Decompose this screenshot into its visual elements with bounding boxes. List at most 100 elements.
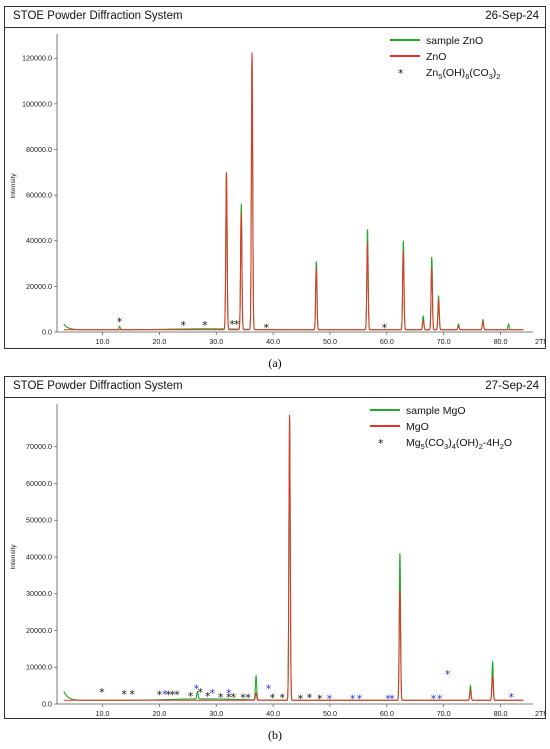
- phase-marker: *: [174, 689, 180, 702]
- x-tick-label: 80.0: [494, 337, 508, 346]
- y-tick-label: 60000.0: [26, 191, 52, 200]
- phase-marker: *: [198, 686, 204, 699]
- panel-title: STOE Powder Diffraction System: [13, 380, 183, 392]
- y-axis-label: Intensity: [10, 544, 17, 570]
- y-tick-label: 60000.0: [26, 479, 52, 488]
- phase-marker: *: [279, 692, 285, 705]
- x-tick-label: 60.0: [380, 709, 394, 718]
- phase-marker: *: [218, 691, 224, 704]
- y-tick-label: 40000.0: [26, 552, 52, 561]
- legend-marker-icon: *: [398, 67, 404, 80]
- legend-label: sample MgO: [406, 405, 466, 417]
- x-tick-label: 70.0: [437, 337, 451, 346]
- xrd-panel-zno: STOE Powder Diffraction System 26-Sep-24…: [4, 6, 546, 349]
- phase-marker: *: [99, 686, 105, 699]
- y-tick-label: 0.0: [42, 327, 52, 336]
- figure-caption-a: (a): [268, 356, 282, 370]
- phase-marker: *: [229, 318, 235, 331]
- series-line-0: [63, 58, 524, 331]
- y-tick-label: 70000.0: [26, 442, 52, 451]
- x-tick-label: 50.0: [323, 709, 337, 718]
- phase-marker: *: [431, 692, 437, 705]
- y-axis-label: Intensity: [10, 173, 17, 199]
- phase-marker: *: [264, 321, 270, 334]
- figure-caption-b: (b): [268, 728, 282, 742]
- phase-marker: *: [194, 682, 200, 695]
- x-axis-label: 2Theta: [535, 709, 545, 718]
- x-tick-label: 20.0: [152, 337, 166, 346]
- y-tick-label: 20000.0: [26, 626, 52, 635]
- phase-marker: *: [234, 318, 240, 331]
- y-tick-label: 10000.0: [26, 663, 52, 672]
- phase-marker: *: [226, 691, 232, 704]
- y-tick-label: 50000.0: [26, 516, 52, 525]
- legend-marker-icon: *: [378, 437, 384, 450]
- y-tick-label: 120000.0: [22, 54, 52, 63]
- phase-marker: *: [327, 692, 333, 705]
- y-tick-label: 100000.0: [22, 99, 52, 108]
- phase-marker: *: [121, 688, 127, 701]
- phase-marker: *: [385, 692, 391, 705]
- phase-marker: *: [240, 692, 246, 705]
- panel-header: STOE Powder Diffraction System 26-Sep-24: [5, 7, 545, 28]
- panel-title: STOE Powder Diffraction System: [13, 10, 183, 22]
- phase-marker: *: [129, 688, 135, 701]
- legend-label: Mg5(CO3)4(OH)2-4H2O: [406, 437, 512, 451]
- panel-date: 27-Sep-24: [485, 380, 539, 392]
- phase-marker: *: [188, 690, 194, 703]
- phase-marker: *: [157, 689, 163, 702]
- legend-label: Zn5(OH)6(CO3)2: [426, 67, 500, 81]
- legend-label: MgO: [406, 421, 429, 433]
- xrd-chart-mgo: 0.0 10000.0 20000.0 30000.0 40000.0 50000.0 60…: [10, 404, 545, 718]
- y-tick-label: 40000.0: [26, 236, 52, 245]
- phase-marker: *: [205, 690, 211, 703]
- legend-label: sample ZnO: [426, 35, 483, 47]
- phase-marker: *: [270, 692, 276, 705]
- phase-marker: *: [117, 316, 123, 329]
- xrd-chart-zno: 0.0 20000.0 40000.0 60000.0 80000.0 100000.0 1…: [10, 34, 545, 346]
- phase-marker: *: [231, 691, 237, 704]
- x-tick-label: 20.0: [152, 709, 166, 718]
- x-tick-label: 80.0: [494, 709, 508, 718]
- x-tick-label: 70.0: [437, 709, 451, 718]
- phase-marker: *: [389, 692, 395, 705]
- phase-marker: *: [209, 687, 215, 700]
- phase-marker: *: [357, 692, 363, 705]
- phase-marker: *: [170, 689, 176, 702]
- x-tick-label: 40.0: [266, 337, 280, 346]
- x-tick-label: 40.0: [266, 709, 280, 718]
- x-tick-label: 10.0: [95, 337, 109, 346]
- phase-marker: *: [382, 321, 388, 334]
- phase-marker: *: [317, 692, 323, 705]
- y-tick-label: 80000.0: [26, 145, 52, 154]
- phase-marker: *: [162, 688, 168, 701]
- panel-date: 26-Sep-24: [485, 10, 539, 22]
- x-tick-label: 50.0: [323, 337, 337, 346]
- phase-marker: *: [437, 692, 443, 705]
- phase-marker: *: [202, 319, 208, 332]
- x-tick-label: 60.0: [380, 337, 394, 346]
- y-tick-label: 0.0: [42, 699, 52, 708]
- phase-marker: *: [445, 668, 451, 681]
- legend-label: ZnO: [426, 51, 446, 63]
- xrd-panel-mgo: STOE Powder Diffraction System 27-Sep-24…: [4, 376, 546, 719]
- phase-marker: *: [509, 691, 515, 704]
- y-tick-label: 20000.0: [26, 282, 52, 291]
- phase-marker: *: [245, 692, 251, 705]
- x-tick-label: 10.0: [95, 709, 109, 718]
- x-tick-label: 30.0: [209, 337, 223, 346]
- y-tick-label: 30000.0: [26, 589, 52, 598]
- phase-marker: *: [266, 682, 272, 695]
- phase-marker: *: [180, 319, 186, 332]
- series-line-1: [63, 414, 524, 701]
- phase-marker: *: [166, 689, 172, 702]
- phase-marker: *: [298, 692, 304, 705]
- series-line-0: [63, 418, 524, 701]
- phase-marker: *: [226, 687, 232, 700]
- phase-marker: *: [350, 692, 356, 705]
- series-line-1: [63, 52, 524, 331]
- panel-header: STOE Powder Diffraction System 27-Sep-24: [5, 377, 545, 398]
- x-axis-label: 2Theta: [535, 337, 545, 346]
- x-tick-label: 30.0: [209, 709, 223, 718]
- phase-marker: *: [307, 692, 313, 705]
